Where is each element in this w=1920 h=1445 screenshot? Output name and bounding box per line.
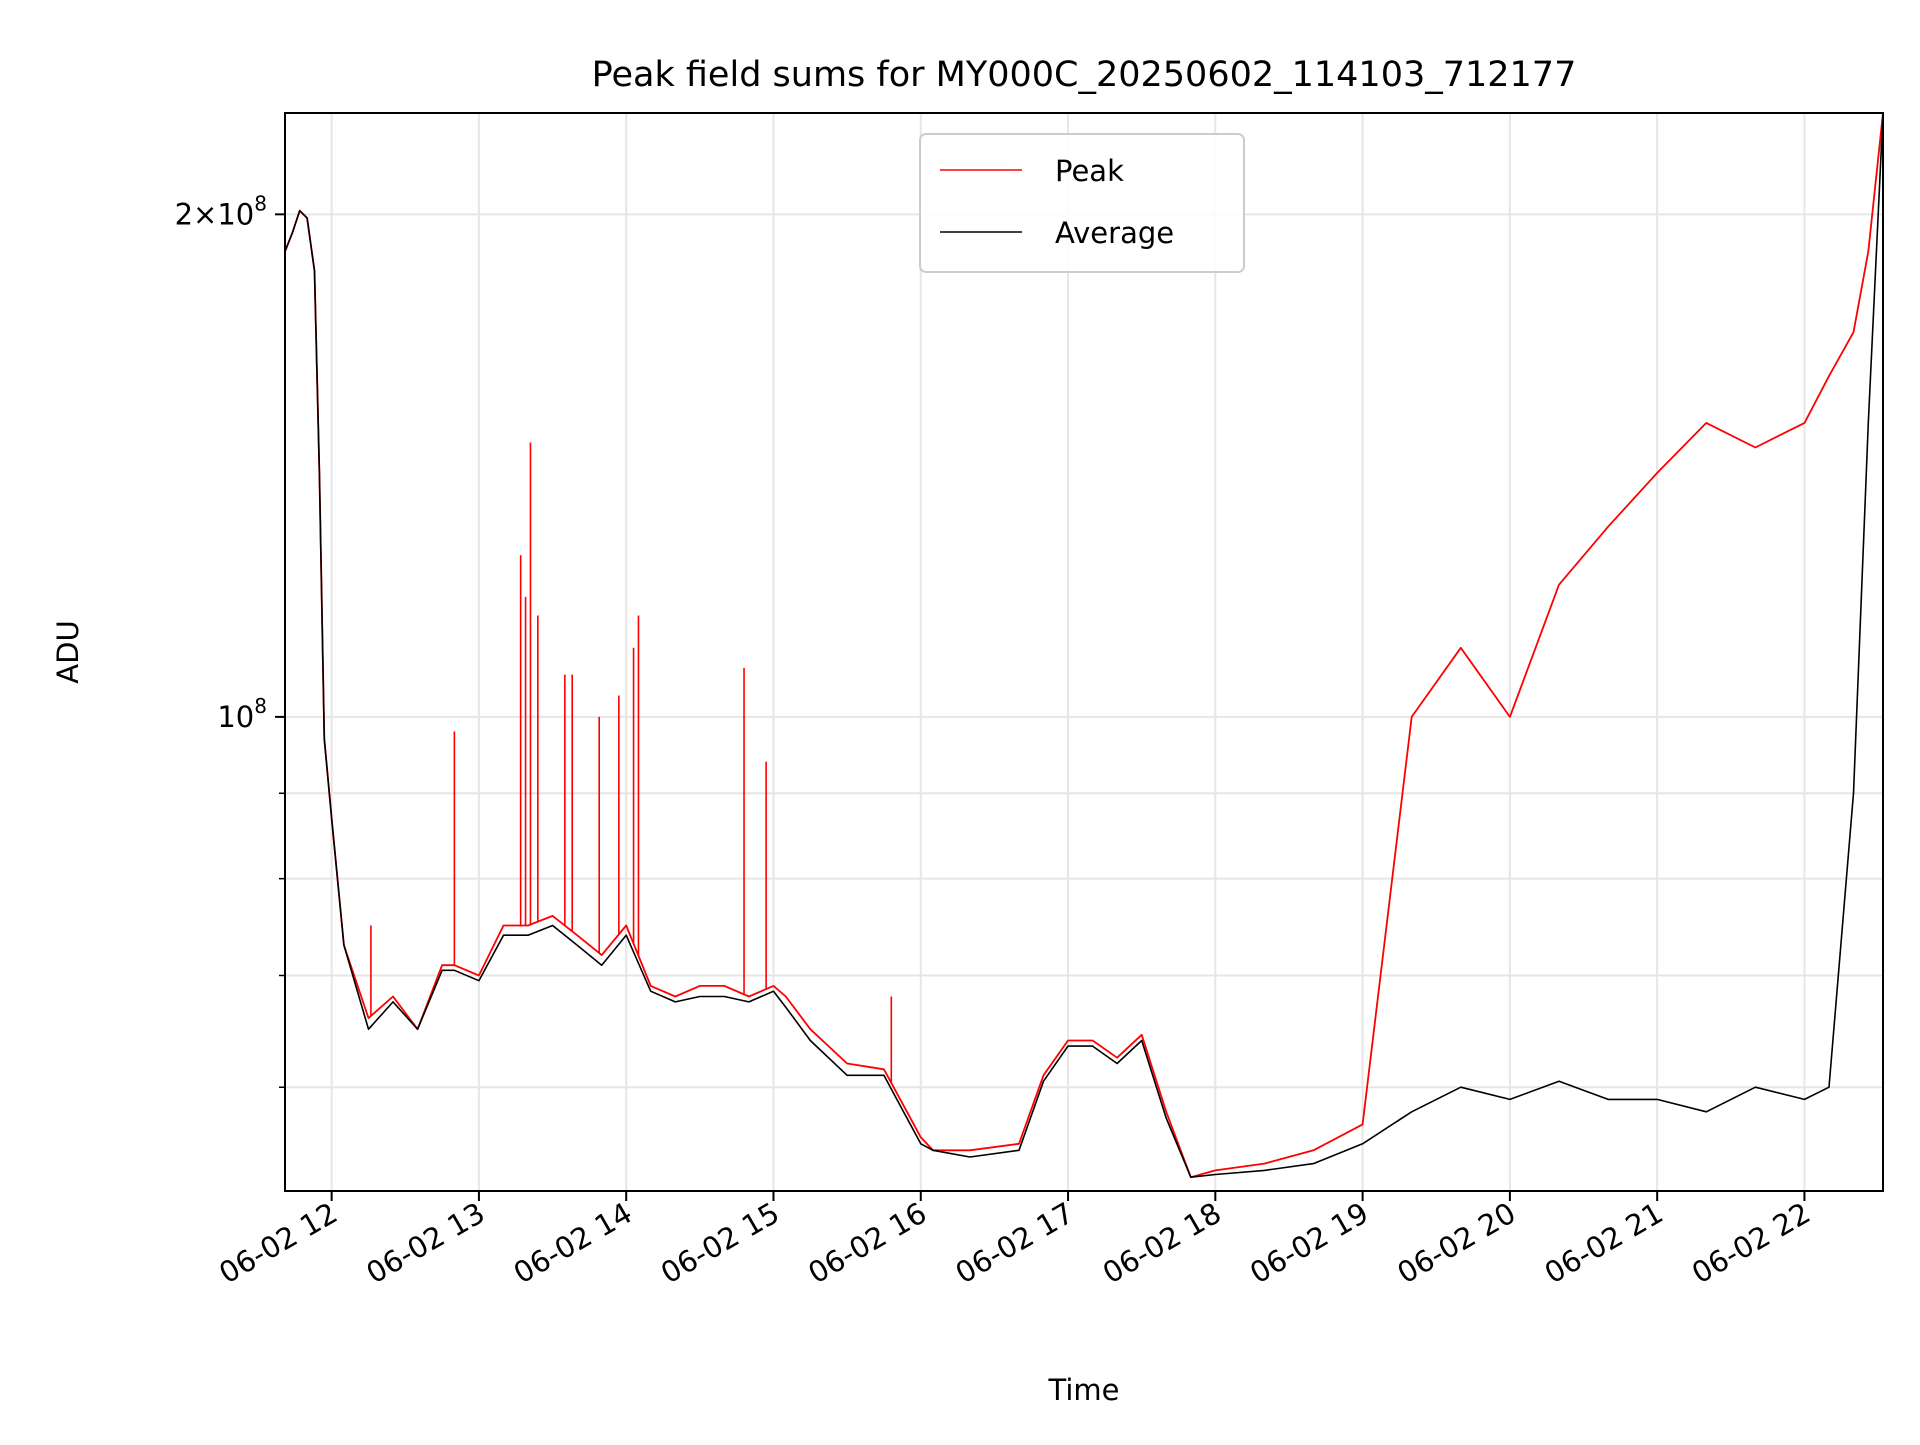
peak-series-line bbox=[285, 113, 1883, 1179]
y-tick-label: 2×108 bbox=[175, 191, 267, 231]
y-tick-label: 108 bbox=[217, 694, 267, 734]
chart-title: Peak field sums for MY000C_20250602_1141… bbox=[592, 55, 1577, 95]
average-series-line bbox=[285, 113, 1883, 1178]
legend: Peak Average bbox=[919, 133, 1245, 273]
x-axis-label: Time bbox=[1048, 1373, 1120, 1407]
y-axis-label: ADU bbox=[51, 620, 85, 683]
grid-lines bbox=[285, 113, 1883, 1191]
legend-average-label: Average bbox=[1055, 216, 1174, 250]
plot-frame bbox=[284, 112, 1884, 1192]
legend-peak-label: Peak bbox=[1055, 154, 1124, 188]
legend-box bbox=[919, 133, 1245, 273]
series-layer bbox=[285, 113, 1883, 1179]
